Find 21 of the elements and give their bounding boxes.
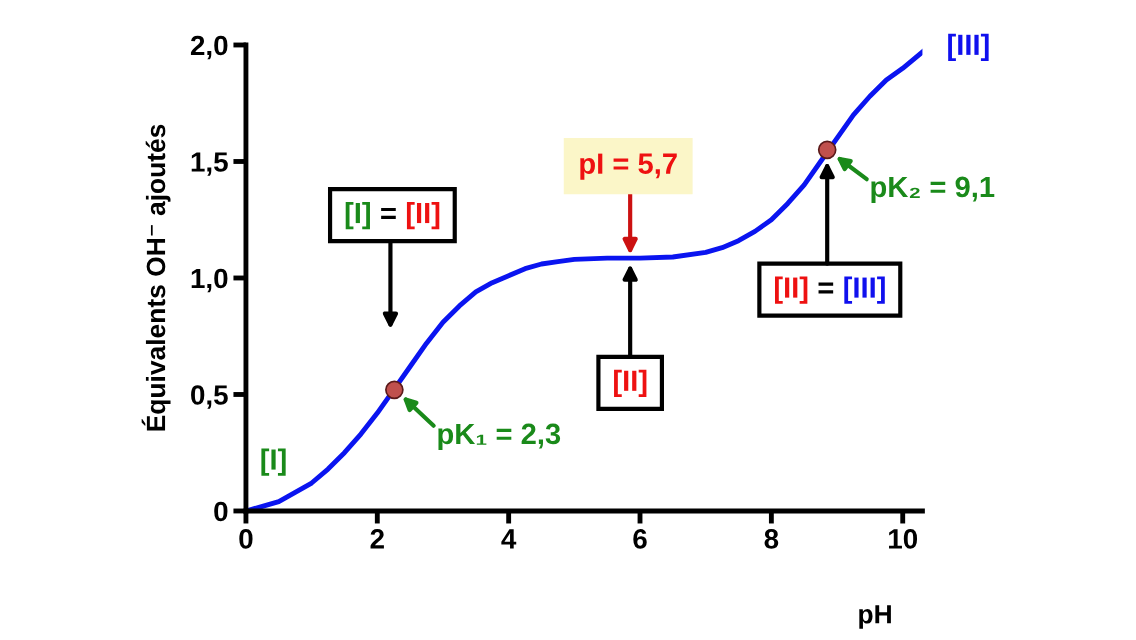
annotation: [II] bbox=[614, 369, 647, 397]
y-tick-label: 0 bbox=[214, 501, 228, 522]
x-tick-label: 4 bbox=[501, 529, 517, 549]
x-tick-label: 8 bbox=[764, 529, 779, 549]
annotation: pK₂ = 9,1 bbox=[871, 176, 995, 204]
annotation: [I] bbox=[261, 448, 286, 476]
x-tick-label: 10 bbox=[889, 529, 918, 549]
annotation: pK₁ = 2,3 bbox=[438, 423, 561, 451]
y-tick-label: 1,5 bbox=[191, 152, 228, 176]
y-tick-label: 1,0 bbox=[191, 268, 228, 293]
y-tick-label: 2,0 bbox=[190, 35, 228, 60]
x-tick-label: 6 bbox=[633, 529, 647, 549]
x-tick-label: 2 bbox=[370, 529, 384, 549]
text: [III] bbox=[948, 33, 989, 61]
y-tick-label: 0,5 bbox=[191, 385, 228, 409]
x-axis-title: pH bbox=[859, 605, 891, 629]
annotation: pI = 5,7 bbox=[580, 153, 677, 180]
annotation: [I] = [II] bbox=[345, 201, 440, 230]
y-axis-title: Équivalents OH⁻ ajoutés bbox=[141, 124, 171, 431]
x-tick-label: 0 bbox=[239, 529, 253, 549]
annotation: [II] = [III] bbox=[775, 276, 885, 304]
